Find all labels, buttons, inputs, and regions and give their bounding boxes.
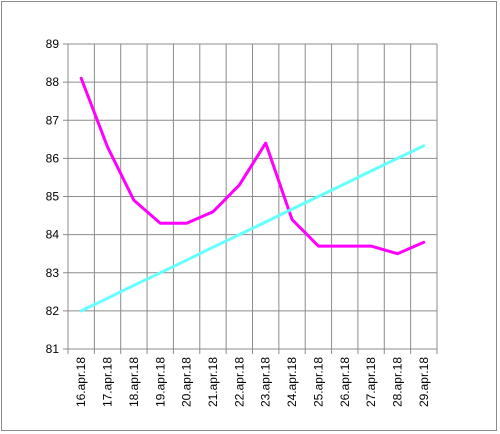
axes (63, 43, 438, 354)
y-tick-label: 81 (46, 342, 60, 356)
x-tick-label: 26.apr.18 (338, 357, 352, 407)
x-tick-label: 23.apr.18 (259, 357, 273, 407)
y-tick-label: 82 (46, 304, 60, 318)
y-tick-label: 84 (46, 228, 60, 242)
y-tick-label: 83 (46, 266, 60, 280)
y-axis-ticks: 81 82 83 84 85 86 87 88 89 (46, 37, 60, 356)
x-tick-label: 21.apr.18 (206, 357, 220, 407)
x-tick-label: 17.apr.18 (101, 357, 115, 407)
y-tick-label: 85 (46, 190, 60, 204)
x-tick-label: 16.apr.18 (74, 357, 88, 407)
x-axis-ticks: 16.apr.18 17.apr.18 18.apr.18 19.apr.18 20.a… (74, 357, 431, 407)
x-tick-label: 20.apr.18 (180, 357, 194, 407)
x-tick-label: 29.apr.18 (417, 357, 431, 407)
x-tick-label: 28.apr.18 (390, 357, 404, 407)
x-tick-label: 19.apr.18 (153, 357, 167, 407)
y-tick-label: 86 (46, 151, 60, 165)
x-tick-label: 24.apr.18 (285, 357, 299, 407)
x-tick-label: 22.apr.18 (232, 357, 246, 407)
x-tick-label: 25.apr.18 (311, 357, 325, 407)
series-line-1 (79, 76, 426, 256)
y-tick-label: 89 (46, 37, 60, 51)
x-tick-label: 18.apr.18 (127, 357, 141, 407)
y-tick-label: 88 (46, 75, 60, 89)
grid-lines (68, 43, 438, 349)
series-lines (79, 76, 426, 313)
trend-line (79, 144, 426, 313)
x-tick-label: 27.apr.18 (364, 357, 378, 407)
y-tick-label: 87 (46, 113, 60, 127)
